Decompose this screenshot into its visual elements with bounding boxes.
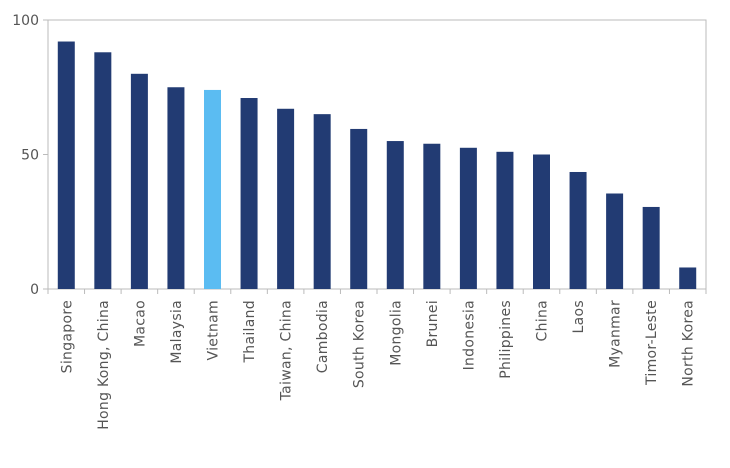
- x-tick-label: Malaysia: [169, 300, 185, 364]
- x-tick-label: Indonesia: [461, 300, 477, 370]
- bar-china: [533, 154, 550, 289]
- x-tick-label: South Korea: [352, 300, 368, 388]
- x-tick-label: Macao: [132, 300, 148, 347]
- bar-timor-leste: [642, 206, 660, 289]
- bar-malaysia: [167, 87, 185, 289]
- x-axis: Singapore Hong Kong, China Macao Malaysia Vi…: [47, 289, 707, 430]
- x-tick-label: Thailand: [242, 300, 258, 364]
- x-tick-label: Taiwan, China: [279, 300, 295, 401]
- y-axis: 0 50 100: [12, 13, 48, 298]
- x-tick-label: Vietnam: [206, 300, 222, 360]
- y-tick-label: 100: [12, 13, 39, 29]
- x-tick-label: Brunei: [425, 300, 441, 347]
- x-tick-label: Singapore: [59, 300, 75, 373]
- bar-hong-kong-china: [94, 52, 112, 289]
- y-tick-label: 50: [21, 148, 39, 164]
- bar-south-korea: [350, 128, 368, 289]
- bar-taiwan-china: [277, 108, 295, 290]
- bar-mongolia: [386, 141, 404, 289]
- bar-macao: [130, 73, 148, 289]
- bar-vietnam: [204, 89, 221, 289]
- bar-laos: [569, 171, 587, 289]
- bar-north-korea: [679, 267, 697, 289]
- bar-brunei: [423, 143, 441, 289]
- x-tick-label: Mongolia: [388, 300, 404, 366]
- x-tick-label: North Korea: [681, 300, 697, 387]
- bar-singapore: [57, 41, 75, 289]
- bar-indonesia: [459, 147, 477, 289]
- y-tick-label: 0: [30, 282, 39, 298]
- bar-philippines: [496, 151, 514, 289]
- x-tick-label: China: [535, 300, 551, 342]
- bar-thailand: [240, 98, 258, 289]
- bar-myanmar: [606, 193, 624, 289]
- x-tick-label: Hong Kong, China: [96, 300, 112, 430]
- x-tick-label: Timor-Leste: [644, 300, 660, 386]
- x-tick-label: Myanmar: [608, 300, 624, 368]
- x-tick-label: Laos: [571, 300, 587, 333]
- bar-cambodia: [313, 114, 331, 290]
- x-tick-label: Philippines: [498, 300, 514, 379]
- bars: [57, 41, 697, 290]
- x-tick-label: Cambodia: [315, 300, 331, 373]
